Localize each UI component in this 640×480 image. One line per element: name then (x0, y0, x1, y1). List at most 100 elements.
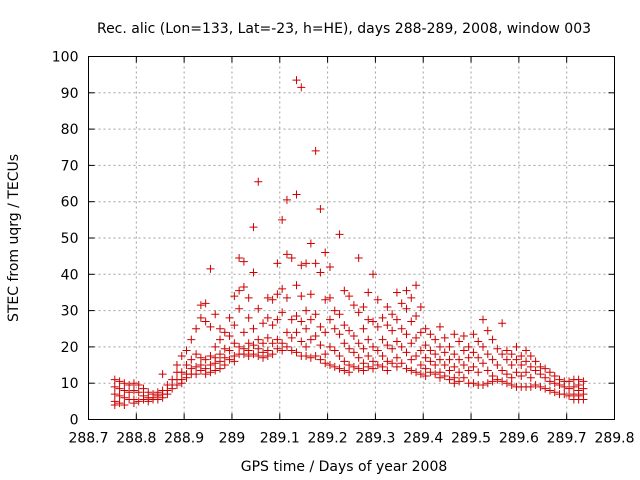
data-point (412, 281, 421, 290)
data-point (201, 299, 210, 308)
data-point (369, 342, 378, 351)
data-point (383, 321, 392, 330)
data-point (330, 306, 339, 315)
data-point (531, 366, 540, 375)
data-point (440, 333, 449, 342)
data-point (483, 350, 492, 359)
data-point (507, 381, 516, 390)
data-point (426, 330, 435, 339)
x-tick-label: 289.8 (594, 431, 634, 447)
data-point (263, 351, 272, 360)
x-tick-label: 288.8 (116, 431, 156, 447)
data-point (388, 344, 397, 353)
data-point (364, 362, 373, 371)
data-point (196, 366, 205, 375)
data-point (259, 353, 268, 362)
data-point (168, 384, 177, 393)
data-point (464, 342, 473, 351)
y-tick-label: 40 (61, 267, 79, 283)
data-point (459, 346, 468, 355)
data-point (153, 395, 162, 404)
data-point (134, 388, 143, 397)
data-point (311, 146, 320, 155)
data-point (335, 330, 344, 339)
data-point (474, 368, 483, 377)
data-point (416, 361, 425, 370)
data-point (306, 315, 315, 324)
data-points (110, 76, 588, 409)
data-point (325, 361, 334, 370)
data-point (498, 350, 507, 359)
data-point (134, 381, 143, 390)
data-point (292, 348, 301, 357)
data-point (498, 319, 507, 328)
data-point (469, 362, 478, 371)
data-point (517, 351, 526, 360)
data-point (354, 364, 363, 373)
data-point (373, 361, 382, 370)
data-point (412, 368, 421, 377)
data-point (483, 326, 492, 335)
data-point (239, 328, 248, 337)
data-point (435, 355, 444, 364)
data-point (459, 373, 468, 382)
data-point (302, 259, 311, 268)
data-point (479, 315, 487, 324)
data-point (512, 342, 521, 351)
data-point (268, 350, 277, 359)
data-point (565, 384, 574, 393)
data-point (383, 341, 392, 350)
data-point (110, 382, 119, 391)
data-point (392, 353, 401, 362)
x-tick-label: 289.2 (308, 431, 348, 447)
data-point (177, 368, 186, 377)
data-point (306, 353, 315, 362)
data-point (464, 366, 473, 375)
data-point (297, 337, 306, 346)
data-point (306, 335, 315, 344)
data-point (483, 379, 492, 388)
data-point (522, 346, 531, 355)
data-point (407, 355, 416, 364)
data-point (541, 364, 550, 373)
y-tick-label: 100 (52, 50, 79, 66)
data-point (311, 259, 320, 268)
data-point (469, 348, 478, 357)
data-point (340, 366, 349, 375)
x-tick-label: 289.1 (260, 431, 300, 447)
data-point (316, 341, 325, 350)
data-point (364, 335, 373, 344)
data-point (139, 384, 148, 393)
data-point (335, 310, 344, 319)
y-tick-label: 80 (61, 122, 79, 138)
data-point (402, 364, 411, 373)
x-tick-label: 289.6 (499, 431, 539, 447)
data-point (560, 382, 569, 391)
data-point (565, 377, 574, 386)
data-point (421, 371, 430, 380)
data-point (455, 368, 464, 377)
data-point (254, 177, 263, 186)
x-tick-label: 289.7 (547, 431, 587, 447)
data-point (268, 321, 277, 330)
x-tick-label: 289.4 (403, 431, 443, 447)
data-point (493, 361, 502, 370)
data-point (196, 301, 205, 310)
data-point (220, 353, 229, 362)
y-tick-label: 50 (61, 231, 79, 247)
data-point (278, 339, 287, 348)
data-point (225, 355, 234, 364)
data-point (522, 357, 531, 366)
data-point (273, 335, 282, 344)
data-point (263, 333, 272, 342)
data-point (340, 357, 349, 366)
data-point (192, 324, 201, 333)
data-point (259, 339, 268, 348)
data-point (479, 381, 487, 390)
data-point (282, 195, 291, 204)
data-point (378, 335, 387, 344)
data-point (488, 355, 497, 364)
data-point (316, 355, 325, 364)
data-point (479, 359, 487, 368)
